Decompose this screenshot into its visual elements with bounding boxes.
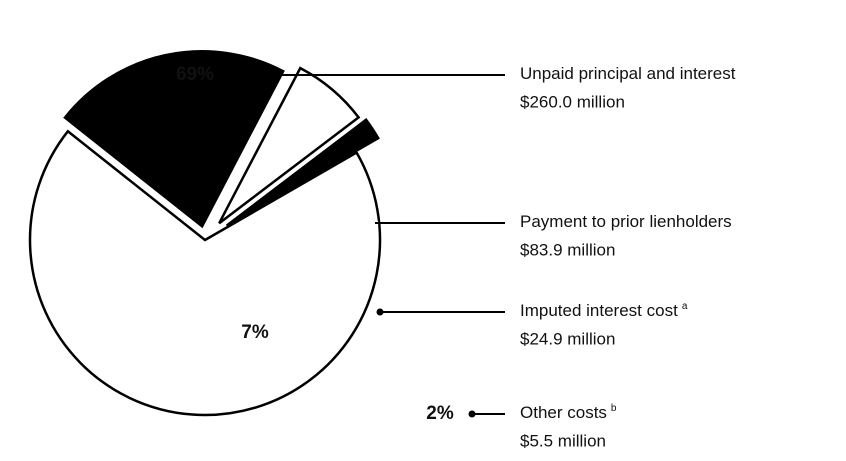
category-name: Imputed interest cost: [520, 301, 678, 320]
pie-slice: [225, 118, 380, 227]
amount-label: $83.9 million: [520, 240, 615, 259]
category-label: Unpaid principal and interest: [520, 64, 736, 83]
category-label: Payment to prior lienholders: [520, 212, 732, 231]
amount-label: $5.5 million: [520, 431, 606, 450]
category-name: Payment to prior lienholders: [520, 212, 732, 231]
category-name: Unpaid principal and interest: [520, 64, 736, 83]
pie-slice: [28, 129, 382, 417]
pie-slice: [63, 50, 285, 229]
percent-label: 22%: [299, 209, 337, 230]
amount-label: $24.9 million: [520, 329, 615, 348]
footnote-mark: a: [682, 301, 688, 312]
category-label: Other costs b: [520, 403, 617, 423]
percent-label: 69%: [176, 64, 214, 85]
pie-slice: [218, 66, 361, 225]
percent-label: 7%: [241, 322, 269, 343]
footnote-mark: b: [611, 403, 617, 414]
amount-label: $260.0 million: [520, 92, 625, 111]
percent-label: 2%: [426, 403, 454, 424]
category-name: Other costs: [520, 403, 607, 422]
category-label: Imputed interest cost a: [520, 301, 688, 321]
